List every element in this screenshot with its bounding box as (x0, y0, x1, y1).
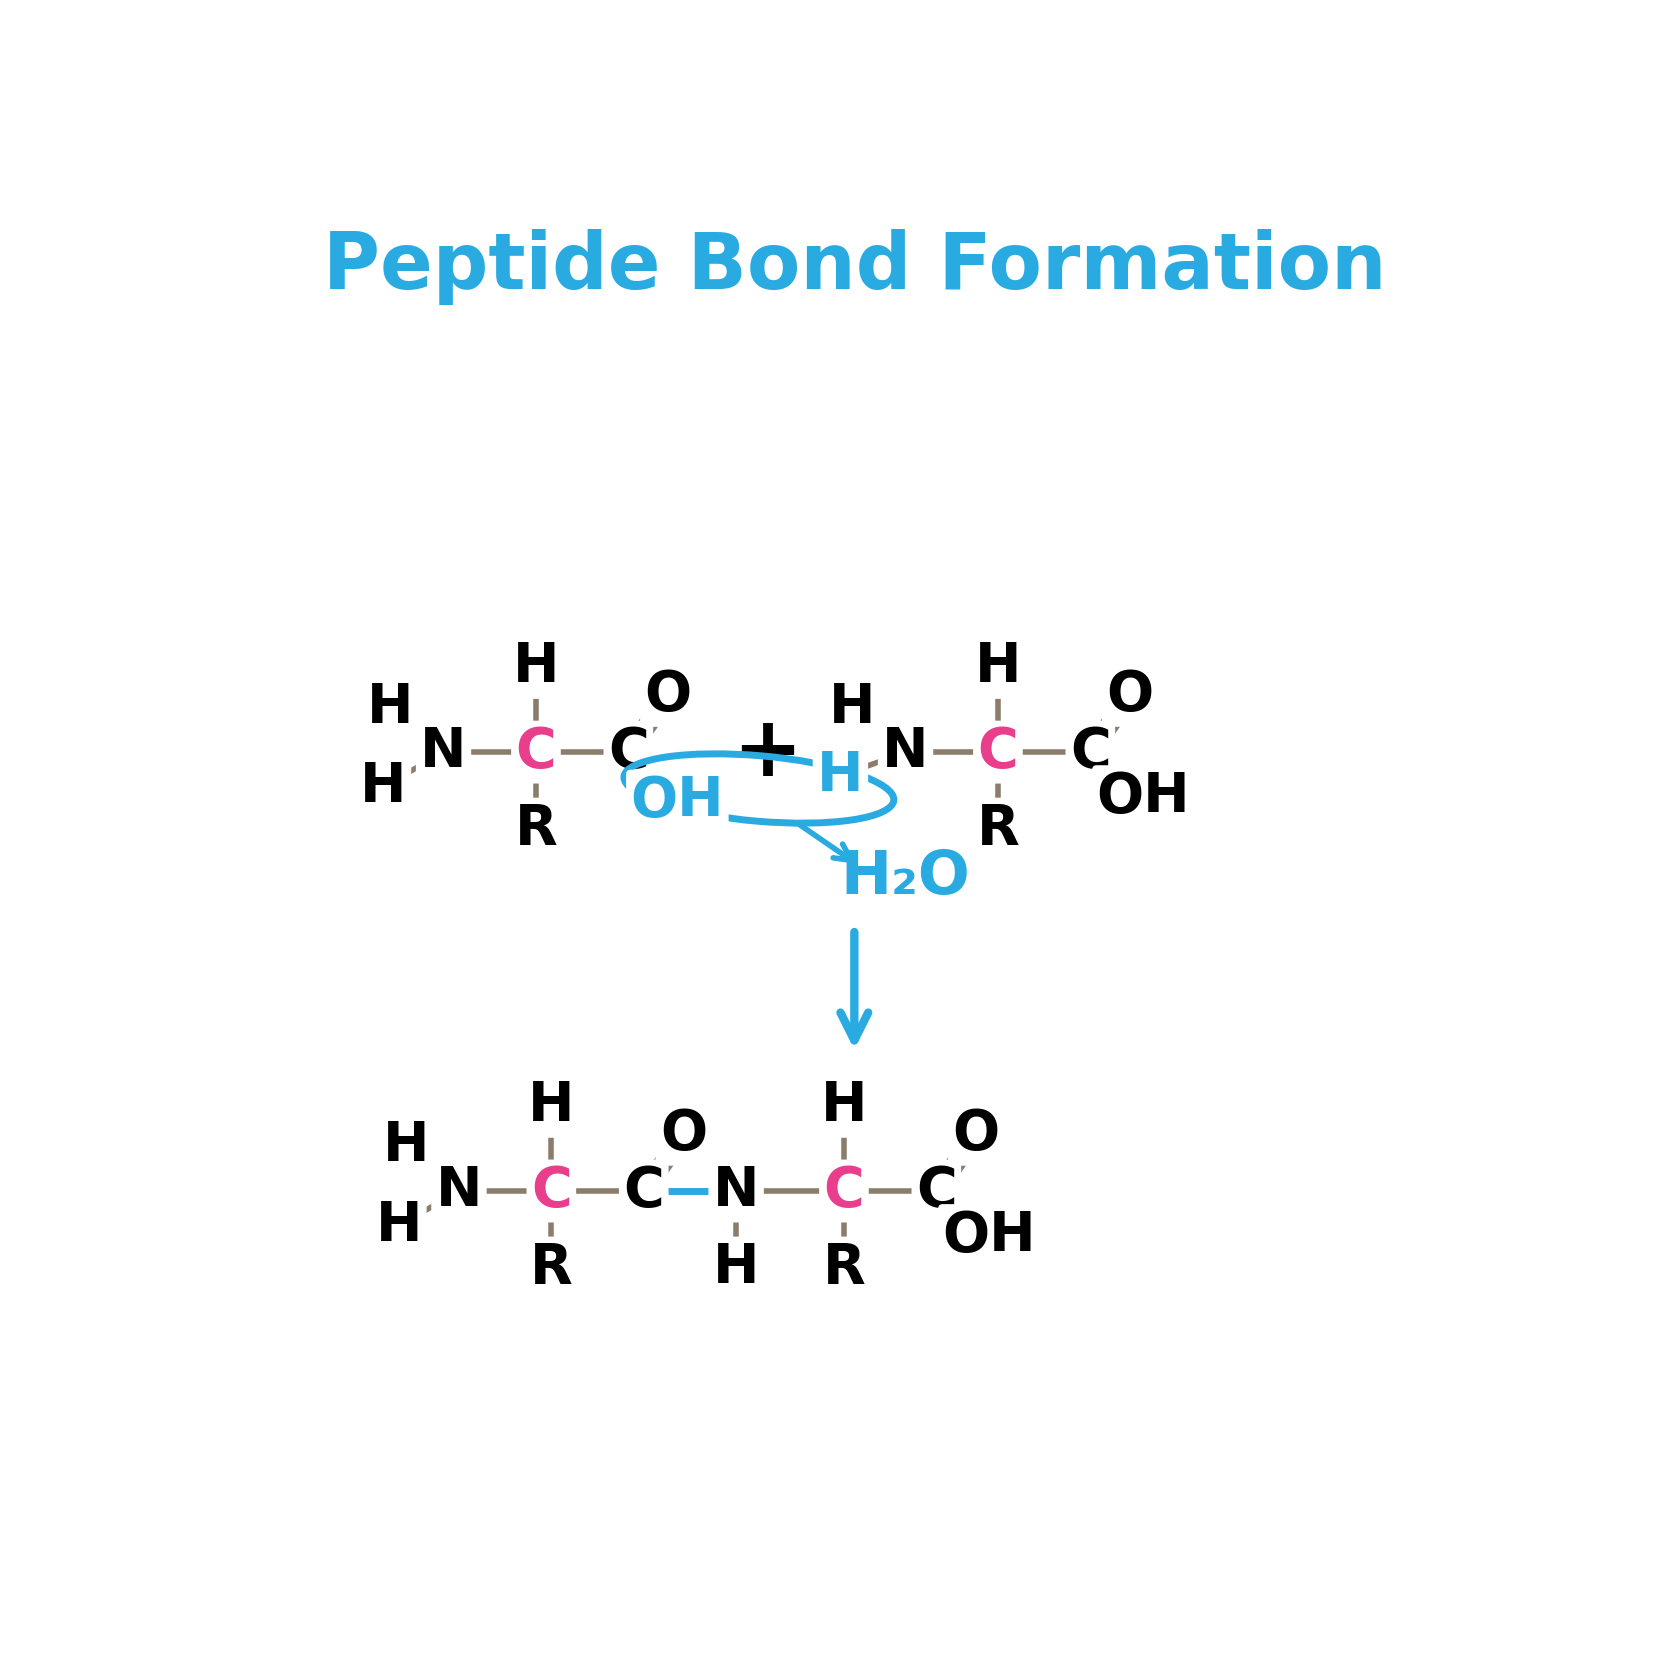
Text: H: H (375, 1199, 422, 1252)
Text: C: C (915, 1164, 957, 1219)
Text: N: N (435, 1164, 482, 1219)
Text: H: H (528, 1079, 575, 1134)
Text: H: H (713, 1240, 760, 1295)
Text: O: O (660, 1107, 707, 1162)
Text: OH: OH (942, 1209, 1037, 1262)
Text: H: H (360, 760, 407, 813)
Text: R: R (977, 802, 1019, 857)
Text: H: H (820, 1079, 867, 1134)
Text: R: R (530, 1240, 573, 1295)
Text: +: + (732, 712, 802, 792)
Text: C: C (1070, 725, 1110, 778)
Text: C: C (823, 1164, 864, 1219)
Text: H: H (513, 640, 558, 695)
Text: OH: OH (1097, 770, 1190, 823)
Text: H₂O: H₂O (840, 847, 970, 907)
Text: OH: OH (630, 773, 723, 828)
Text: O: O (645, 668, 692, 722)
Text: O: O (1107, 668, 1154, 722)
Text: OH: OH (630, 773, 723, 828)
Text: H: H (828, 680, 875, 735)
Text: H: H (975, 640, 1022, 695)
Text: N: N (713, 1164, 760, 1219)
Text: R: R (822, 1240, 865, 1295)
Text: R: R (515, 802, 557, 857)
Text: N: N (420, 725, 467, 778)
Text: C: C (977, 725, 1019, 778)
Text: H: H (367, 680, 413, 735)
Text: Peptide Bond Formation: Peptide Bond Formation (323, 228, 1385, 305)
Text: H: H (383, 1120, 428, 1174)
Text: C: C (608, 725, 648, 778)
Text: C: C (515, 725, 557, 778)
Text: C: C (623, 1164, 663, 1219)
Text: C: C (532, 1164, 572, 1219)
Text: H: H (817, 748, 864, 803)
Text: N: N (882, 725, 929, 778)
Text: O: O (952, 1107, 1000, 1162)
